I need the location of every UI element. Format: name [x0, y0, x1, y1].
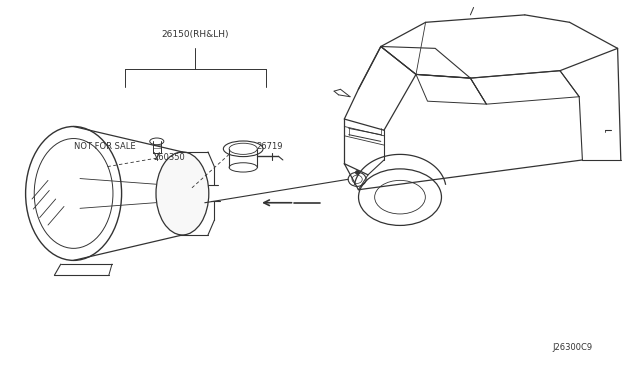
- Ellipse shape: [156, 152, 209, 235]
- Text: NOT FOR SALE: NOT FOR SALE: [74, 142, 135, 151]
- Text: 260350: 260350: [154, 153, 186, 162]
- Text: 26719: 26719: [256, 142, 282, 151]
- Text: J26300C9: J26300C9: [553, 343, 593, 352]
- Text: 26150(RH&LH): 26150(RH&LH): [161, 30, 229, 39]
